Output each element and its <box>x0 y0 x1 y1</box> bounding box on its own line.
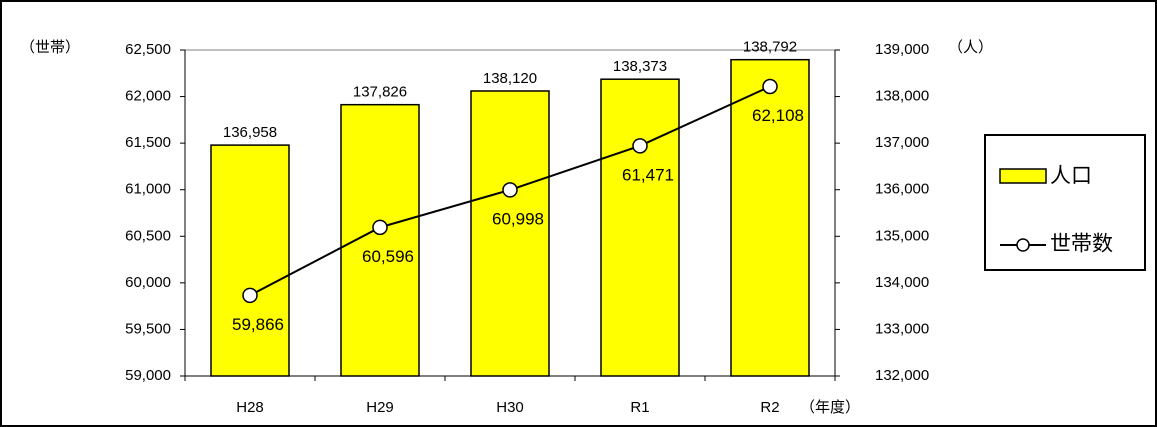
legend-box <box>984 134 1146 271</box>
line-marker <box>372 219 388 236</box>
line-value-label: 60,998 <box>492 209 544 228</box>
line-value-label: 62,108 <box>752 106 804 125</box>
bar <box>730 58 810 377</box>
line-value-label: 60,596 <box>362 247 414 266</box>
x-tick-label: H29 <box>366 399 394 416</box>
bar <box>340 103 420 377</box>
legend-marker <box>1016 238 1030 252</box>
legend-label: 世帯数 <box>1050 233 1113 256</box>
y2-tick-label: 135,000 <box>875 227 929 244</box>
line-marker <box>632 138 648 154</box>
y-axis-label: （世帯） <box>20 39 80 56</box>
bar <box>210 144 290 377</box>
line-marker <box>502 182 518 198</box>
bar <box>600 78 680 377</box>
line-value-label: 61,471 <box>622 165 674 184</box>
legend-label: 人口 <box>1050 165 1092 188</box>
line-marker <box>762 78 778 95</box>
y2-tick-label: 139,000 <box>875 41 929 58</box>
y-tick-label: 61,500 <box>125 134 171 151</box>
line-marker <box>242 287 258 304</box>
y-tick-label: 61,000 <box>125 181 171 198</box>
y2-tick-label: 137,000 <box>875 134 929 151</box>
y-tick-label: 62,000 <box>125 88 171 105</box>
y-tick-label: 60,000 <box>125 274 171 291</box>
y2-axis-label: （人） <box>948 39 993 56</box>
x-tick-label: H28 <box>236 399 264 416</box>
bar-value-label: 138,373 <box>613 58 667 75</box>
y-tick-label: 60,500 <box>125 227 171 244</box>
y-tick-label: 62,500 <box>125 41 171 58</box>
y-tick-label: 59,500 <box>125 320 171 337</box>
bar-value-label: 138,120 <box>483 70 537 87</box>
bar-value-label: 138,792 <box>743 39 797 56</box>
x-tick-label: H30 <box>496 399 524 416</box>
bar <box>470 90 550 377</box>
bar-value-label: 137,826 <box>353 84 407 101</box>
y2-tick-label: 134,000 <box>875 274 929 291</box>
legend-swatch <box>999 168 1047 184</box>
y2-tick-label: 133,000 <box>875 320 929 337</box>
x-tick-label: R2 <box>760 399 779 416</box>
y2-tick-label: 132,000 <box>875 367 929 384</box>
y2-tick-label: 136,000 <box>875 181 929 198</box>
x-axis-label: （年度） <box>800 399 860 416</box>
y-tick-label: 59,000 <box>125 367 171 384</box>
line-value-label: 59,866 <box>232 315 284 334</box>
y2-tick-label: 138,000 <box>875 88 929 105</box>
bar-value-label: 136,958 <box>223 124 277 141</box>
x-tick-label: R1 <box>630 399 649 416</box>
